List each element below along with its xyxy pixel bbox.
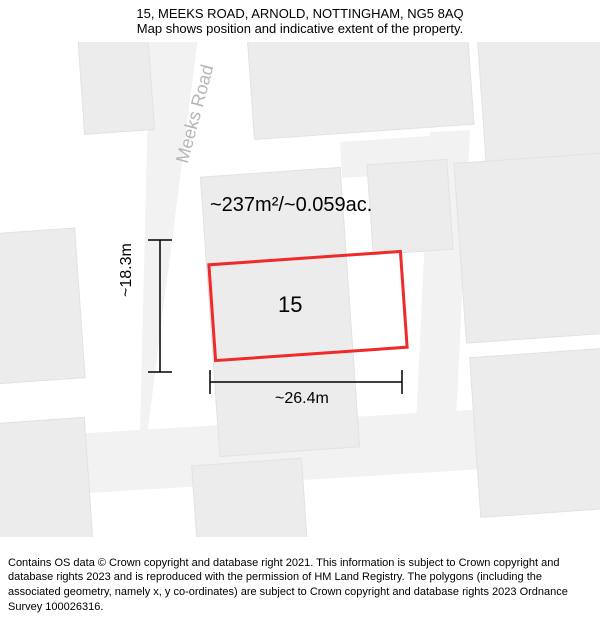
height-dimension-label: ~18.3m [118, 243, 136, 297]
copyright-footer: Contains OS data © Crown copyright and d… [0, 550, 600, 625]
subtitle: Map shows position and indicative extent… [10, 21, 590, 36]
map-svg [0, 42, 600, 537]
map-canvas: Meeks Road ~237m²/~0.059ac. 15 ~26.4m ~1… [0, 42, 600, 537]
address-title: 15, MEEKS ROAD, ARNOLD, NOTTINGHAM, NG5 … [10, 6, 590, 21]
width-dimension-label: ~26.4m [275, 390, 329, 408]
plot-number-label: 15 [278, 292, 302, 318]
header: 15, MEEKS ROAD, ARNOLD, NOTTINGHAM, NG5 … [0, 0, 600, 38]
area-measurement: ~237m²/~0.059ac. [210, 194, 372, 217]
